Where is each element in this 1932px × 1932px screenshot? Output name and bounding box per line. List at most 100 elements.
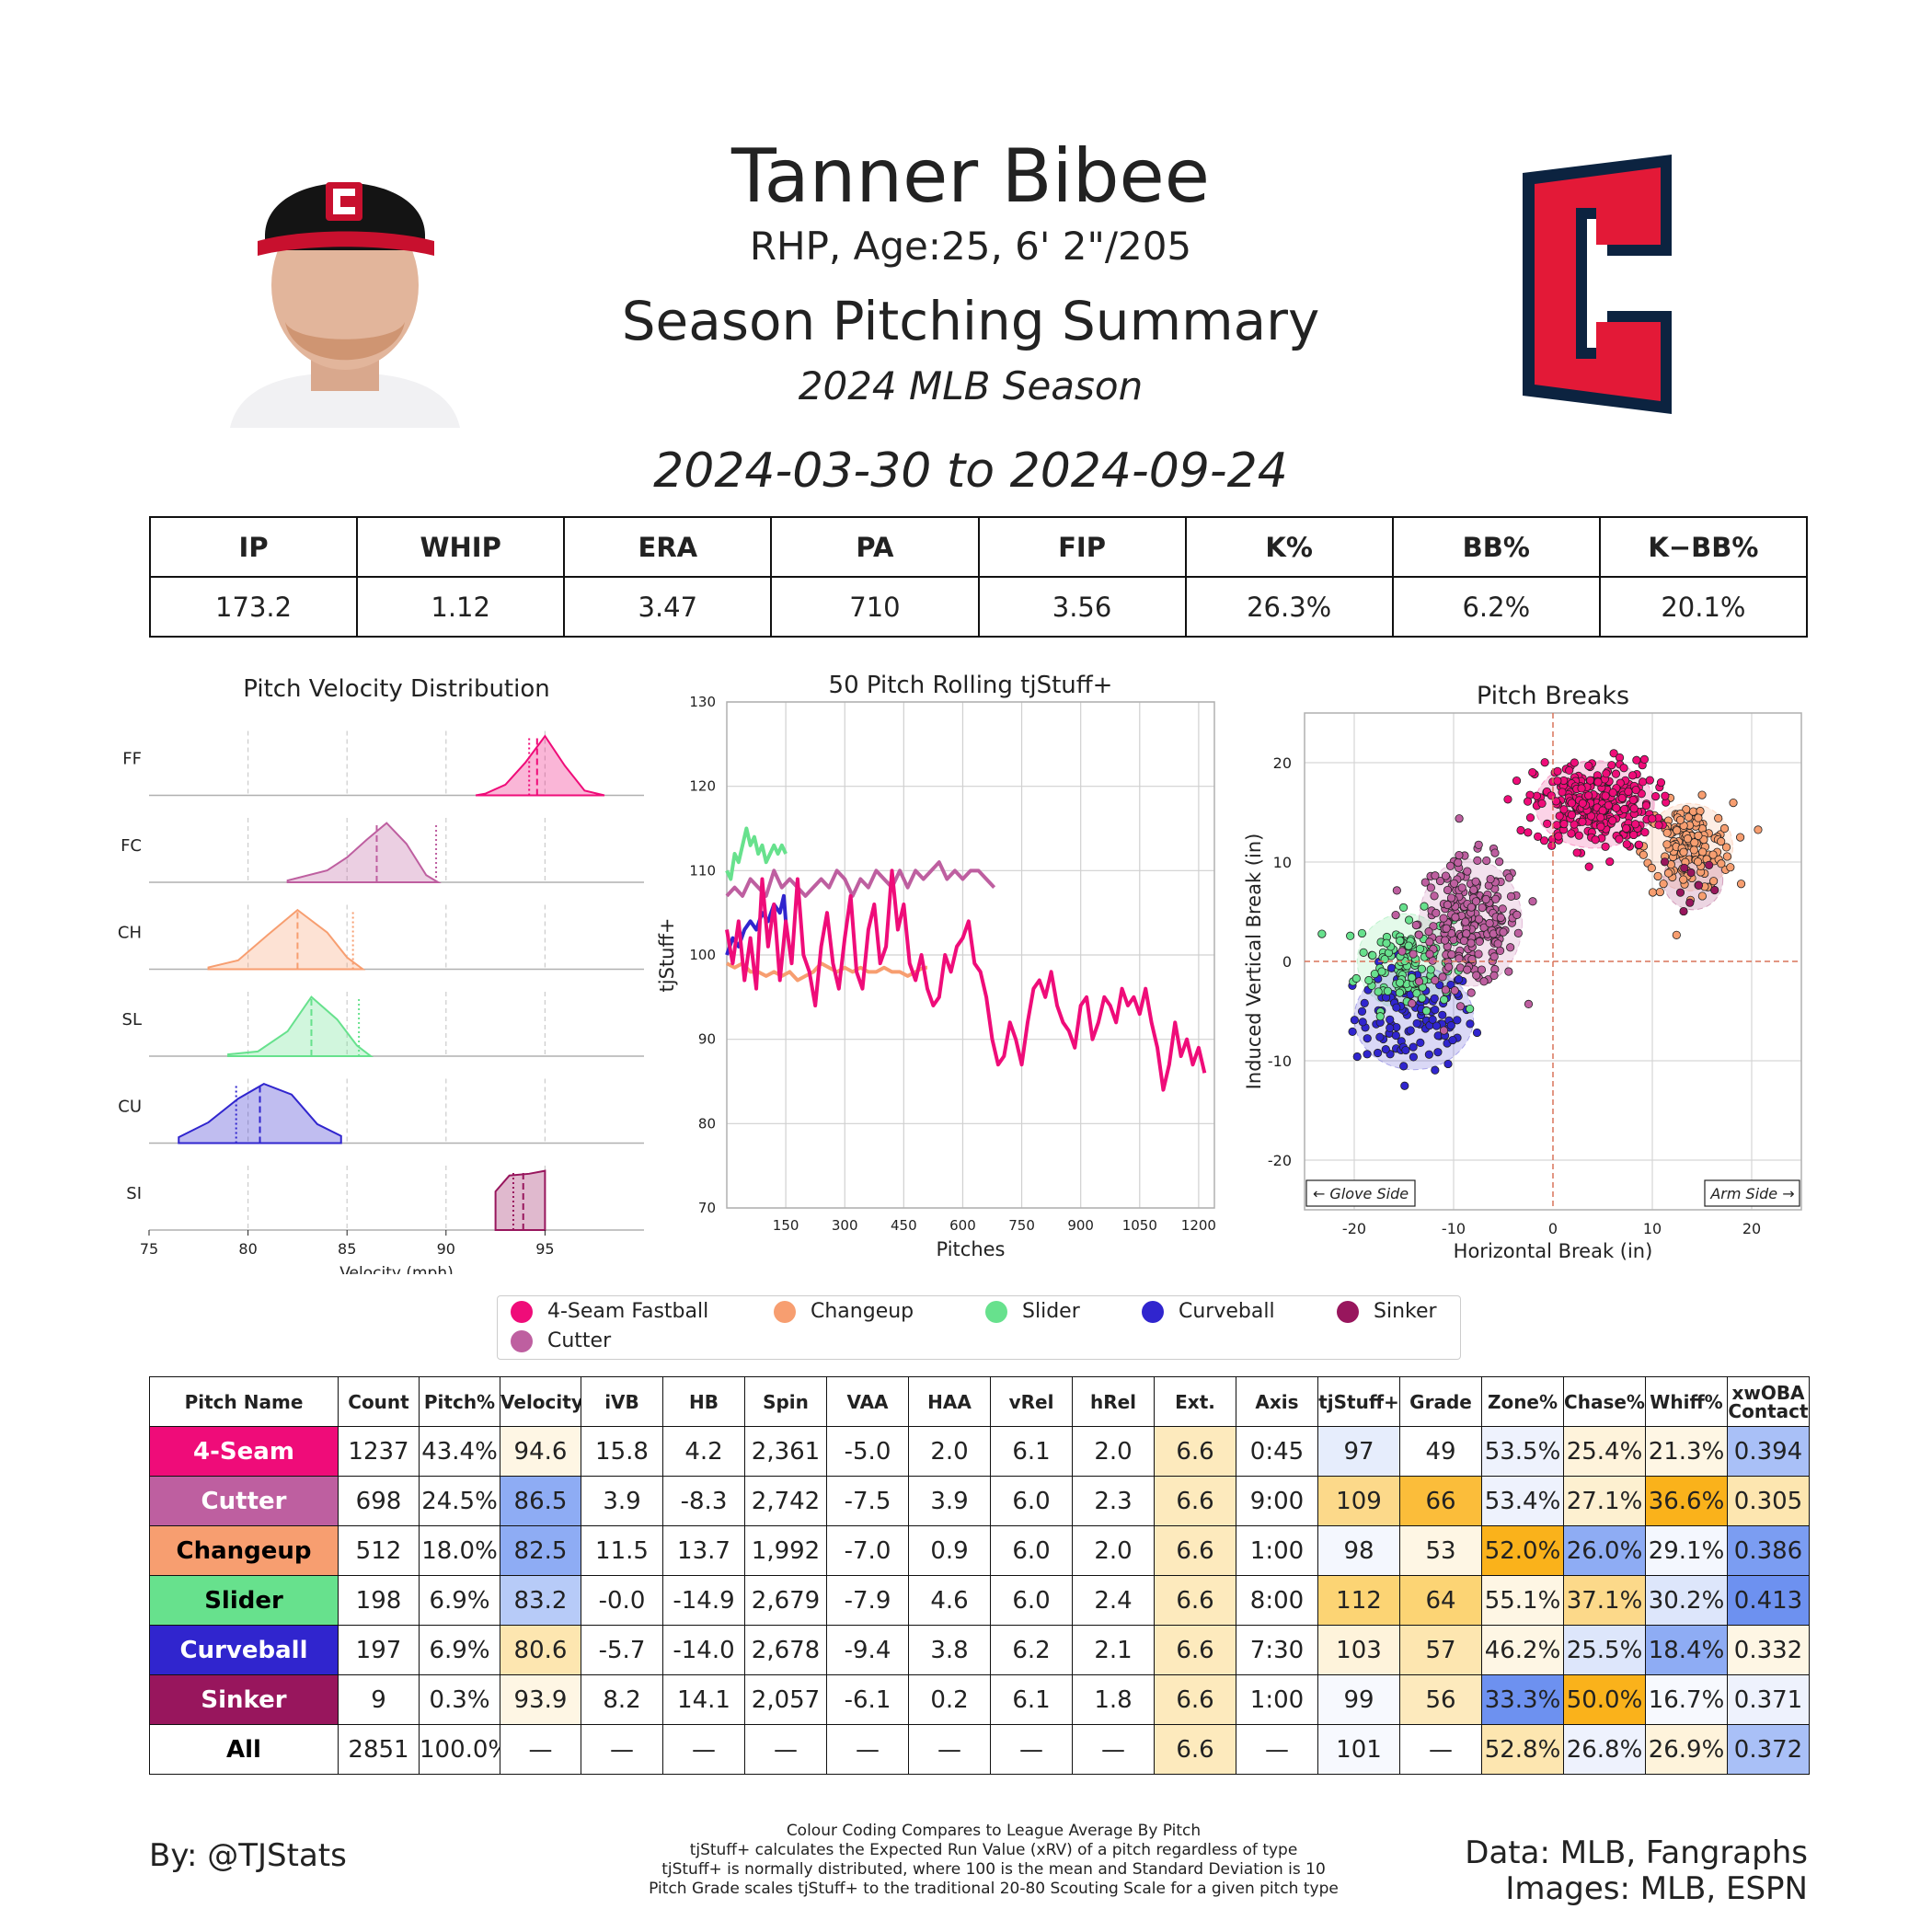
table-cell: 0.394 bbox=[1727, 1426, 1810, 1477]
pitch-point bbox=[1630, 820, 1640, 829]
pitch-point bbox=[1539, 836, 1549, 845]
pitch-point bbox=[1655, 887, 1664, 897]
column-header: Velocity bbox=[500, 1376, 581, 1427]
pitch-point bbox=[1399, 1062, 1409, 1071]
pitch-point bbox=[1485, 918, 1494, 928]
pitch-point bbox=[1375, 1012, 1385, 1021]
pitch-point bbox=[1493, 939, 1502, 949]
pitch-point bbox=[1455, 954, 1464, 963]
pitch-point bbox=[1408, 973, 1417, 983]
pitch-point bbox=[1414, 930, 1423, 939]
pitch-point bbox=[1396, 978, 1405, 987]
pitch-point bbox=[1679, 906, 1688, 916]
pitch-point bbox=[1624, 787, 1633, 797]
table-cell: 9:00 bbox=[1236, 1476, 1318, 1526]
note-line: Pitch Grade scales tjStuff+ to the tradi… bbox=[649, 1880, 1339, 1898]
pitch-point bbox=[1431, 1006, 1440, 1015]
pitch-point bbox=[1680, 863, 1689, 873]
pitch-point bbox=[1648, 814, 1657, 823]
y-tick-label: 110 bbox=[689, 862, 716, 879]
stat-value-era: 3.47 bbox=[563, 576, 773, 638]
pitch-point bbox=[1634, 840, 1644, 849]
y-tick-label: -20 bbox=[1268, 1152, 1292, 1169]
table-cell: 2.4 bbox=[1072, 1575, 1155, 1626]
pitch-point bbox=[1426, 883, 1435, 892]
pitch-point bbox=[1416, 1038, 1425, 1047]
pitch-point bbox=[1472, 971, 1481, 980]
pitch-point bbox=[1629, 830, 1639, 840]
legend-label: Slider bbox=[1022, 1300, 1080, 1323]
legend-item: 4-Seam Fastball bbox=[511, 1300, 708, 1323]
note-line: tjStuff+ is normally distributed, where … bbox=[661, 1860, 1326, 1879]
pitch-point bbox=[1621, 823, 1631, 834]
table-cell: — bbox=[662, 1724, 745, 1775]
pitch-point bbox=[1445, 861, 1455, 870]
stat-header-whip: WHIP bbox=[356, 516, 566, 578]
pitch-point bbox=[1382, 938, 1391, 948]
pitch-point bbox=[1512, 776, 1522, 786]
pitch-point bbox=[1552, 821, 1561, 830]
x-tick-label: 450 bbox=[891, 1217, 917, 1234]
table-cell: 0.2 bbox=[908, 1674, 991, 1725]
pitch-point bbox=[1396, 936, 1405, 946]
column-header: Chase% bbox=[1563, 1376, 1646, 1427]
table-cell: — bbox=[1399, 1724, 1482, 1775]
pitch-point bbox=[1496, 913, 1505, 923]
table-cell: 8:00 bbox=[1236, 1575, 1318, 1626]
stat-header-pa: PA bbox=[770, 516, 980, 578]
pitch-point bbox=[1513, 928, 1523, 937]
pitch-point bbox=[1705, 860, 1714, 869]
density-curve bbox=[227, 995, 374, 1057]
pitch-point bbox=[1466, 938, 1476, 948]
pitch-point bbox=[1719, 823, 1730, 834]
table-row: Slider 198 6.9% 83.2 -0.0 -14.9 2,679 -7.9 4.6 6.… bbox=[149, 1575, 1810, 1626]
pitch-point bbox=[1404, 915, 1414, 925]
pitch-point bbox=[1506, 891, 1516, 901]
table-cell: 1.8 bbox=[1072, 1674, 1155, 1725]
pitch-point bbox=[1471, 897, 1481, 906]
pitch-point bbox=[1482, 856, 1491, 866]
legend-label: Sinker bbox=[1374, 1300, 1437, 1323]
ridge-label: CU bbox=[118, 1098, 142, 1117]
pitch-point bbox=[1567, 811, 1577, 820]
pitch-point bbox=[1474, 914, 1484, 924]
pitch-point bbox=[1574, 831, 1583, 840]
pitch-point bbox=[1631, 786, 1640, 795]
pitch-point bbox=[1714, 813, 1723, 822]
pitch-point bbox=[1554, 832, 1563, 841]
pitch-point bbox=[1455, 1002, 1466, 1011]
table-row: Sinker 9 0.3% 93.9 8.2 14.1 2,057 -6.1 0.2 6.1 1.8… bbox=[149, 1674, 1810, 1725]
pitch-point bbox=[1672, 930, 1681, 939]
note-line: tjStuff+ calculates the Expected Run Val… bbox=[689, 1841, 1298, 1859]
pitch-point bbox=[1660, 857, 1670, 867]
pitch-point bbox=[1438, 1010, 1447, 1019]
pitch-point bbox=[1654, 821, 1663, 830]
pitch-point bbox=[1395, 988, 1405, 997]
pitch-point bbox=[1432, 908, 1441, 917]
table-cell: 2,057 bbox=[744, 1674, 827, 1725]
y-axis-label: Induced Vertical Break (in) bbox=[1243, 834, 1265, 1090]
density-curve bbox=[286, 822, 442, 883]
annotation-box bbox=[1305, 1179, 1416, 1207]
pitch-point bbox=[1443, 885, 1453, 895]
pitch-point bbox=[1547, 791, 1556, 800]
y-tick-label: 10 bbox=[1273, 854, 1292, 871]
annotation-glove-side: ← Glove Side bbox=[1313, 1185, 1409, 1202]
table-cell: 0.413 bbox=[1727, 1575, 1810, 1626]
pitch-point bbox=[1408, 999, 1417, 1008]
pitch-point bbox=[1639, 754, 1650, 764]
pitch-point bbox=[1598, 806, 1607, 815]
pitch-point bbox=[1431, 975, 1440, 985]
pitch-point bbox=[1697, 790, 1707, 799]
pitch-point bbox=[1694, 880, 1704, 890]
column-header: Pitch Name bbox=[149, 1376, 339, 1427]
pitch-point bbox=[1558, 788, 1567, 797]
table-cell: 0:45 bbox=[1236, 1426, 1318, 1477]
pitch-point bbox=[1504, 967, 1513, 976]
table-cell: 6.6 bbox=[1154, 1575, 1236, 1626]
pitch-point bbox=[1628, 795, 1638, 805]
table-cell: 2,679 bbox=[744, 1575, 827, 1626]
table-cell: 16.7% bbox=[1645, 1674, 1728, 1725]
stat-header-k-pct: K% bbox=[1184, 516, 1394, 578]
pitch-point bbox=[1584, 761, 1593, 770]
